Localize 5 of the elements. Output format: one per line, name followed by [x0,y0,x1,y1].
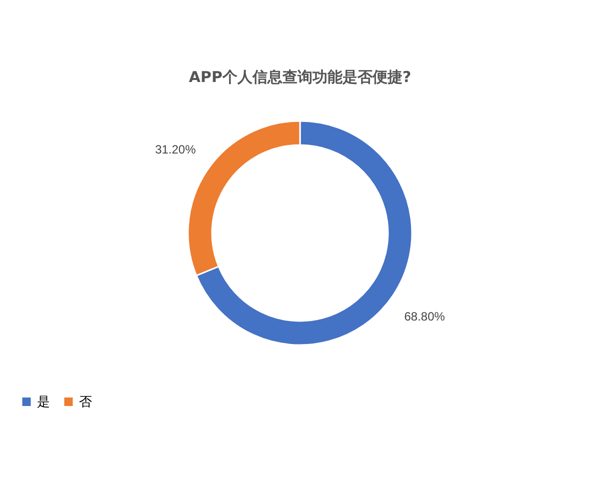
data-label: 31.20% [155,142,196,156]
legend-label: 否 [79,394,92,410]
chart-title: APP个人信息查询功能是否便捷? [188,68,412,86]
data-label: 68.80% [404,310,446,324]
legend-label: 是 [37,394,50,410]
